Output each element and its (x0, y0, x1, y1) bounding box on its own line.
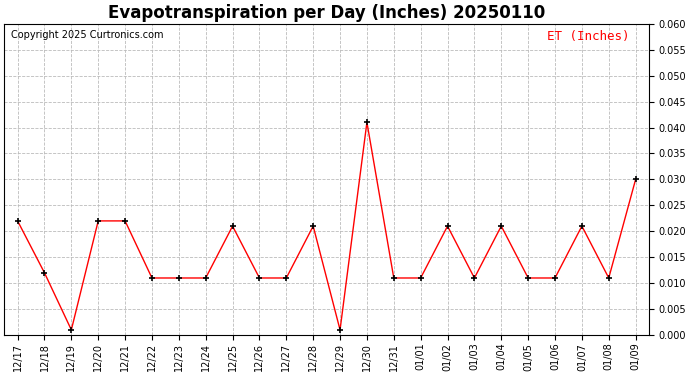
Text: Copyright 2025 Curtronics.com: Copyright 2025 Curtronics.com (10, 30, 163, 40)
Title: Evapotranspiration per Day (Inches) 20250110: Evapotranspiration per Day (Inches) 2025… (108, 4, 545, 22)
Text: ET (Inches): ET (Inches) (547, 30, 630, 43)
